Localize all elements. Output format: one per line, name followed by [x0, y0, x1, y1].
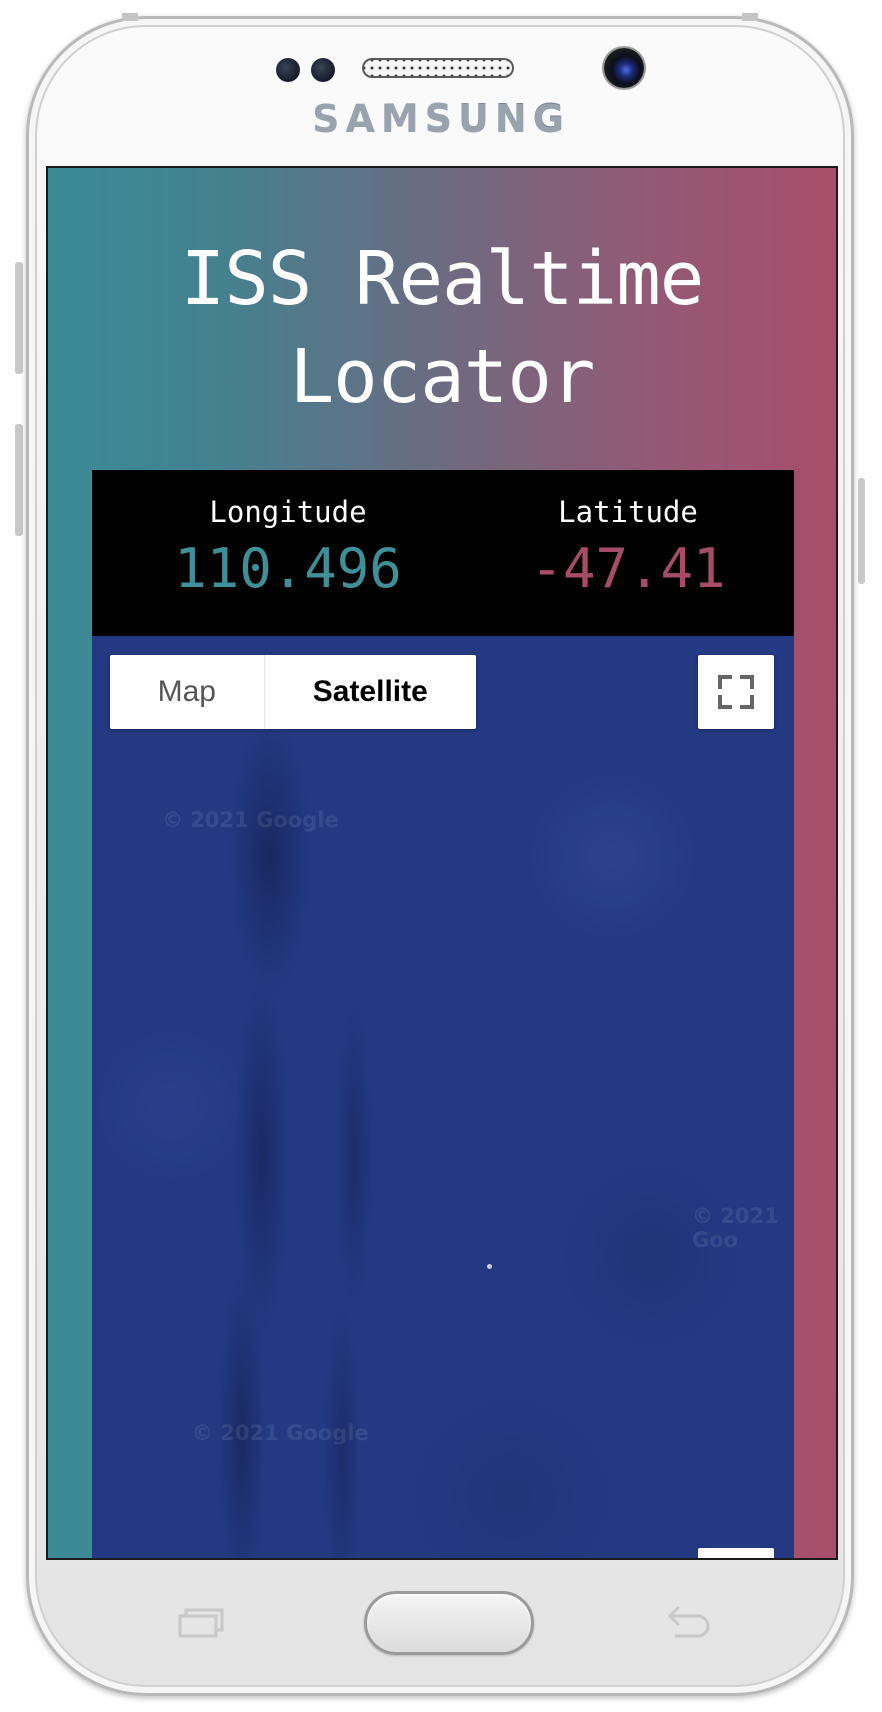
zoom-control[interactable]: [698, 1548, 774, 1558]
power-button: [858, 478, 865, 584]
latitude-block: Latitude -47.41: [478, 492, 778, 604]
map-watermark: © 2021 Goo: [692, 1204, 779, 1252]
map-type-satellite-button[interactable]: Satellite: [312, 675, 428, 708]
page-title: ISS Realtime Locator: [48, 230, 836, 426]
longitude-block: Longitude 110.496: [138, 492, 438, 604]
proximity-sensor: [276, 58, 300, 82]
fullscreen-icon: [718, 675, 754, 709]
longitude-label: Longitude: [209, 495, 367, 529]
volume-down-button: [15, 424, 23, 536]
app-screen: ISS Realtime Locator Longitude 110.496 L…: [46, 166, 838, 1560]
iss-position-marker: [487, 1264, 492, 1269]
volume-up-button: [15, 262, 23, 374]
longitude-value: 110.496: [174, 537, 402, 600]
frame-notch: [742, 13, 758, 21]
recent-apps-icon[interactable]: [176, 1606, 226, 1640]
map-type-map-button[interactable]: Map: [110, 655, 265, 729]
light-sensor: [311, 58, 335, 82]
map-type-control: Map Satellite: [110, 655, 476, 729]
page-title-line2: Locator: [289, 334, 596, 420]
satellite-map[interactable]: © 2021 Google © 2021 Goo © 2021 Google M…: [92, 636, 794, 1558]
map-watermark: © 2021 Google: [162, 808, 339, 832]
earpiece-speaker: [362, 58, 514, 78]
latitude-label: Latitude: [558, 495, 698, 529]
device-brand: SAMSUNG: [0, 96, 882, 140]
latitude-value: -47.41: [530, 537, 726, 600]
page-title-line1: ISS Realtime: [180, 236, 705, 322]
coordinates-panel: Longitude 110.496 Latitude -47.41: [92, 470, 794, 636]
frame-notch: [122, 13, 138, 21]
back-icon[interactable]: [662, 1604, 714, 1642]
home-button[interactable]: [364, 1591, 534, 1655]
map-watermark: © 2021 Google: [192, 1421, 369, 1445]
front-camera-icon: [604, 48, 644, 88]
fullscreen-button[interactable]: [698, 655, 774, 729]
